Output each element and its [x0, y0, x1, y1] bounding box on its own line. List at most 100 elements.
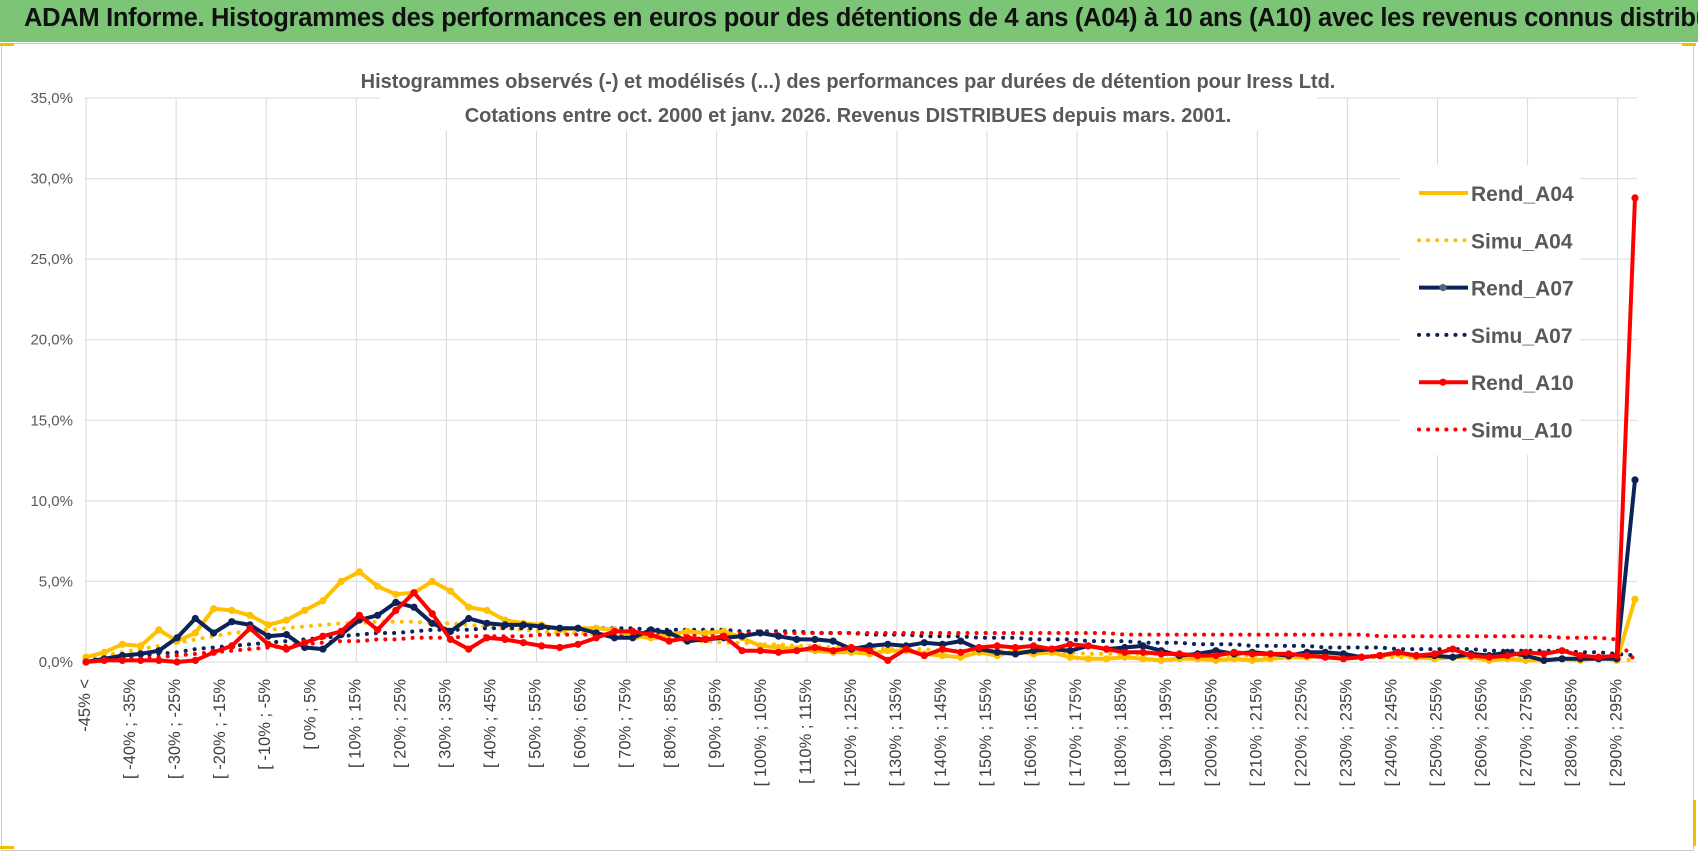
point-Rend_A10	[1595, 653, 1603, 661]
x-tick-label: [ 110% ; 115%	[797, 679, 815, 784]
point-Rend_A10	[829, 647, 837, 655]
point-Rend_A10	[100, 656, 108, 665]
point-Rend_A10	[228, 642, 236, 650]
point-Rend_A10	[574, 640, 582, 648]
y-tick-label: 10,0%	[30, 493, 73, 510]
point-Rend_A07	[1011, 650, 1020, 658]
point-Rend_A04	[1066, 653, 1074, 661]
point-Rend_A10	[756, 647, 764, 655]
point-Rend_A07	[665, 629, 673, 637]
point-Rend_A10	[264, 640, 272, 648]
point-Rend_A04	[374, 582, 382, 590]
point-Rend_A07	[884, 640, 892, 648]
x-tick-label: [ 0% ; 5%	[301, 679, 319, 750]
point-Rend_A07	[993, 648, 1001, 656]
point-Rend_A10	[137, 656, 145, 665]
point-Rend_A10	[1066, 640, 1074, 648]
point-Rend_A04	[1631, 595, 1639, 603]
point-Rend_A07	[556, 624, 564, 632]
legend-label: Simu_A07	[1471, 325, 1573, 348]
point-Rend_A10	[1449, 645, 1457, 653]
x-tick-label: [ 220% ; 225%	[1292, 679, 1310, 787]
point-Rend_A04	[246, 611, 254, 619]
point-Rend_A10	[938, 645, 947, 653]
series-layer	[82, 194, 1639, 666]
point-Rend_A10	[1230, 648, 1238, 656]
x-tick-label: [ 160% ; 165%	[1022, 679, 1040, 787]
point-Rend_A10	[665, 637, 673, 645]
point-Rend_A10	[337, 627, 345, 636]
x-tick-label: [ 250% ; 255%	[1428, 679, 1446, 787]
point-Rend_A04	[155, 626, 163, 634]
point-Rend_A10	[1194, 652, 1202, 660]
x-tick-label: [ 100% ; 105%	[752, 679, 770, 787]
y-tick-label: 0,0%	[39, 654, 73, 671]
point-Rend_A07	[465, 614, 473, 623]
point-Rend_A07	[829, 637, 837, 645]
x-tick-label: [ 260% ; 265%	[1473, 679, 1491, 787]
point-Rend_A10	[1011, 643, 1020, 652]
y-tick-label: 20,0%	[30, 332, 73, 349]
x-tick-label: [ 200% ; 205%	[1202, 679, 1220, 787]
point-Rend_A04	[446, 587, 455, 595]
point-Rend_A10	[1558, 647, 1566, 655]
point-Rend_A10	[847, 643, 856, 652]
point-Rend_A10	[592, 634, 600, 642]
point-Rend_A10	[1576, 652, 1584, 660]
point-Rend_A10	[1030, 642, 1038, 650]
point-Rend_A04	[392, 590, 400, 598]
point-Rend_A04	[118, 640, 126, 648]
point-Rend_A10	[629, 627, 637, 636]
point-Rend_A07	[774, 632, 783, 640]
point-Rend_A07	[793, 635, 801, 644]
series-line-Simu_A07	[84, 626, 1637, 663]
point-Rend_A10	[920, 652, 928, 660]
point-Rend_A10	[975, 643, 983, 652]
point-Rend_A07	[191, 614, 199, 623]
point-Rend_A07	[1540, 656, 1548, 665]
x-tick-label: [ 240% ; 245%	[1382, 679, 1400, 787]
point-Rend_A10	[82, 658, 90, 666]
legend-item-Simu_A04: Simu_A04	[1417, 230, 1573, 253]
y-tick-label: 15,0%	[30, 412, 73, 429]
point-Rend_A07	[282, 631, 291, 639]
corner-mark	[1693, 800, 1696, 846]
point-Rend_A04	[428, 577, 436, 586]
point-Rend_A10	[866, 647, 874, 655]
legend-marker	[1439, 378, 1447, 386]
point-Rend_A10	[1485, 653, 1493, 661]
point-Rend_A10	[1121, 648, 1129, 656]
point-Rend_A07	[501, 621, 509, 629]
point-Rend_A04	[319, 597, 327, 605]
point-Rend_A10	[374, 626, 382, 634]
point-Rend_A10	[902, 645, 910, 653]
point-Rend_A04	[137, 642, 145, 650]
point-Rend_A10	[738, 647, 746, 655]
point-Rend_A04	[1248, 656, 1256, 665]
point-Rend_A07	[1631, 476, 1639, 484]
y-tick-label: 30,0%	[30, 171, 73, 188]
point-Rend_A07	[574, 624, 582, 632]
point-Rend_A10	[155, 656, 163, 665]
point-Rend_A10	[319, 632, 327, 640]
corner-mark	[0, 43, 14, 46]
point-Rend_A04	[465, 603, 473, 611]
series-Simu_A07	[84, 626, 1637, 663]
point-Rend_A10	[1394, 648, 1402, 656]
point-Rend_A10	[446, 635, 455, 644]
point-Rend_A10	[1358, 653, 1366, 661]
legend: Rend_A04 Simu_A04 Rend_A07 Simu_A07 Rend_A10…	[1400, 165, 1580, 455]
point-Rend_A10	[720, 632, 728, 640]
point-Rend_A10	[1412, 652, 1420, 660]
point-Rend_A07	[264, 632, 272, 640]
point-Rend_A04	[1102, 655, 1111, 663]
x-tick-label: [ 70% ; 75%	[617, 679, 635, 768]
series-line-Simu_A10	[84, 631, 1637, 664]
point-Rend_A10	[465, 645, 473, 653]
x-tick-label: [ 190% ; 195%	[1157, 679, 1175, 787]
point-Rend_A04	[355, 568, 363, 576]
point-Rend_A10	[392, 606, 400, 615]
corner-mark	[1682, 43, 1696, 46]
point-Rend_A10	[246, 624, 254, 632]
x-tick-label: [ 170% ; 175%	[1067, 679, 1085, 787]
